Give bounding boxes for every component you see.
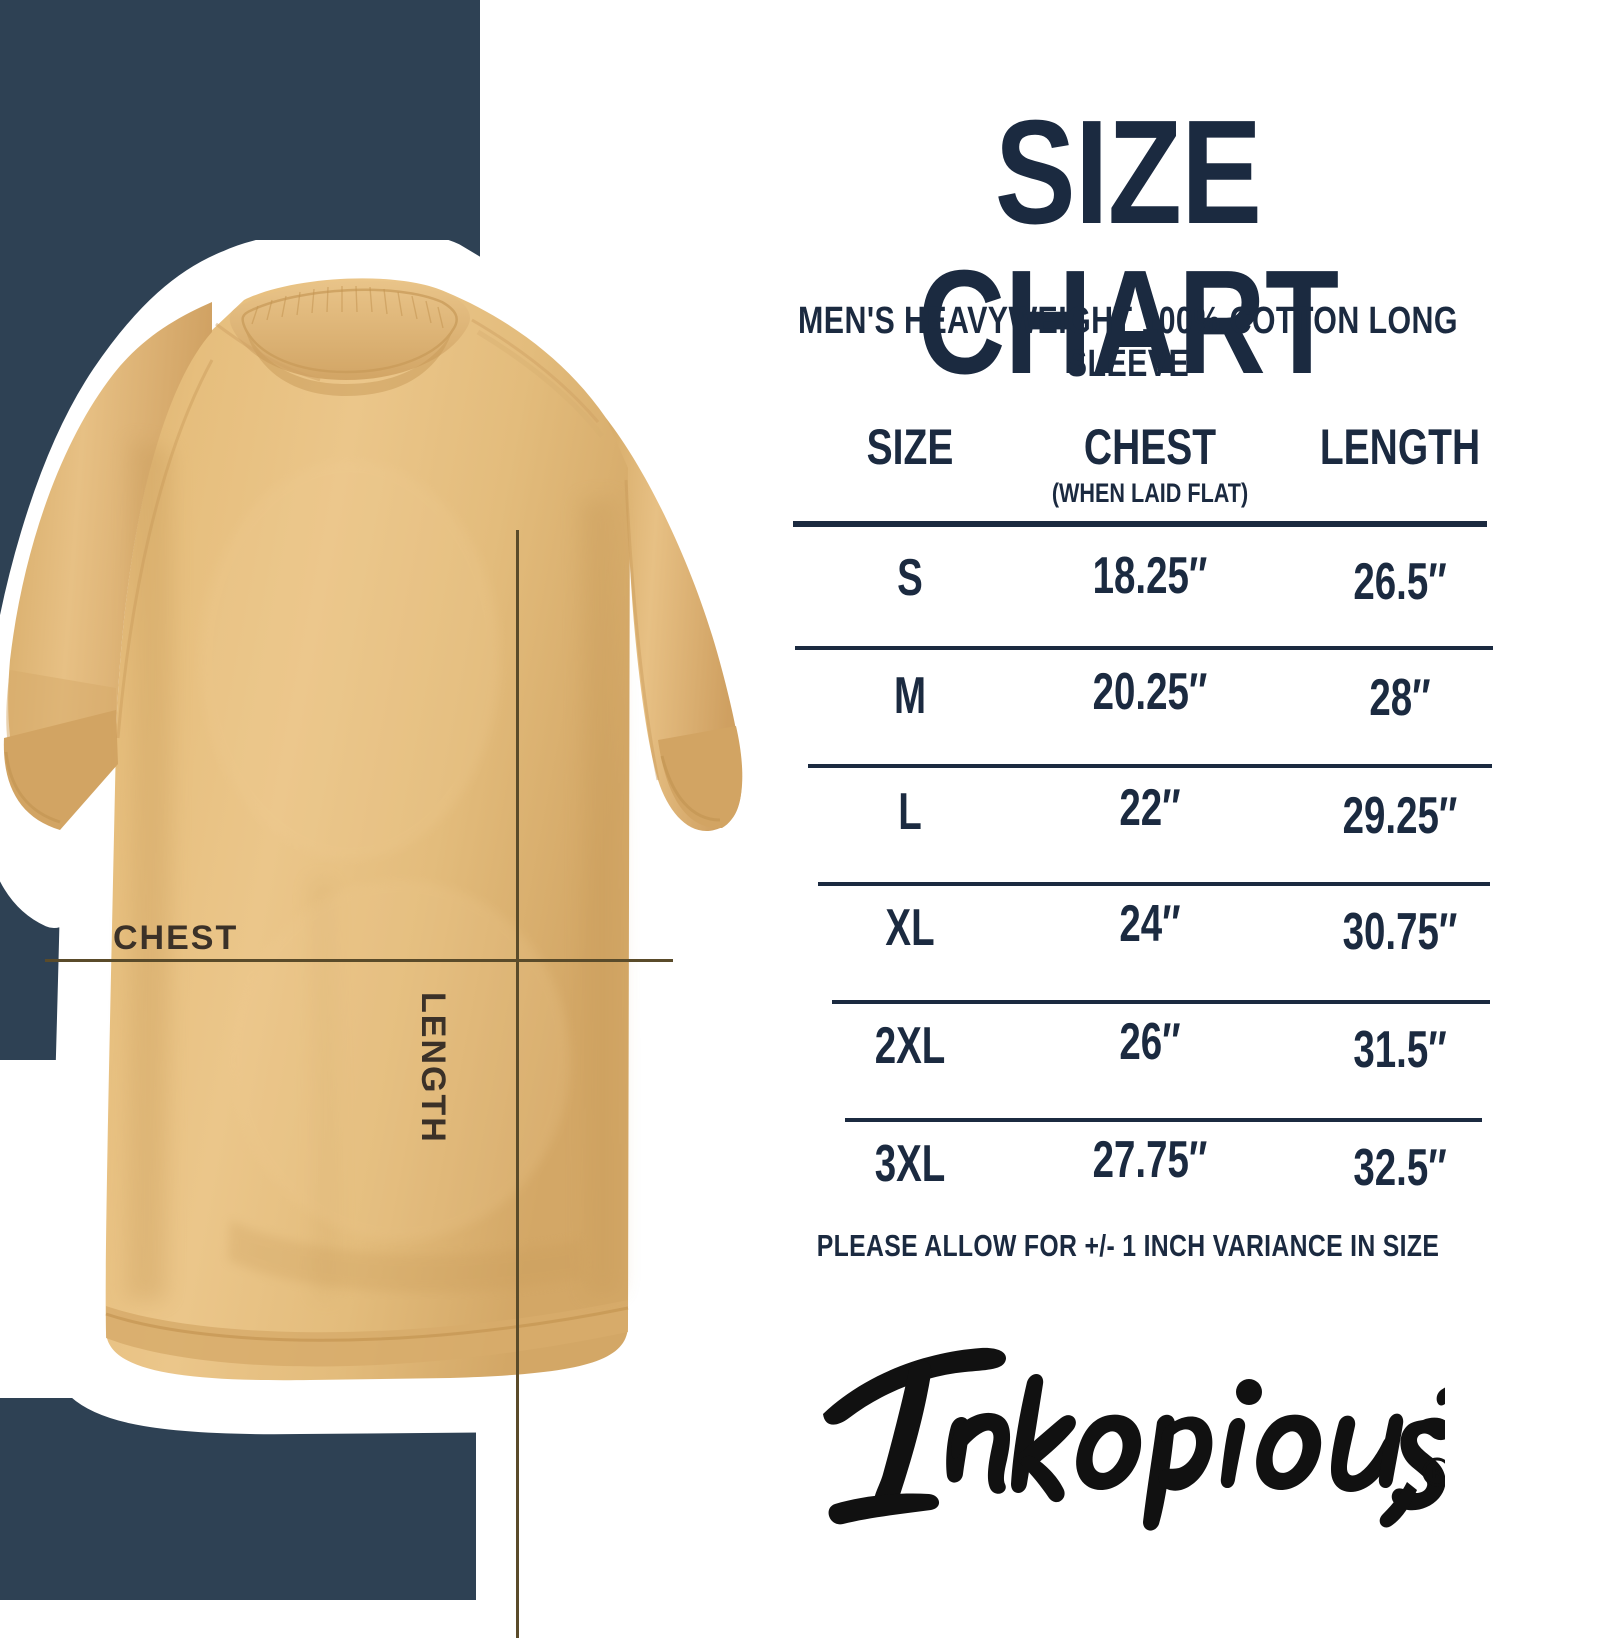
- table-divider: [845, 1118, 1482, 1122]
- table-row: 31.5″: [1353, 1021, 1447, 1079]
- table-row: 18.25″: [1092, 547, 1208, 605]
- table-row: XL: [885, 899, 935, 957]
- table-row: 20.25″: [1092, 663, 1208, 721]
- size-table: SIZE CHEST (WHEN LAID FLAT) LENGTH S 18.…: [700, 0, 1600, 1600]
- shirt-right-sleeve: [606, 418, 742, 832]
- shirt-hem: [106, 1300, 628, 1367]
- brand-logo: R: [805, 1318, 1492, 1533]
- table-row: 28″: [1369, 669, 1431, 727]
- table-header-length: LENGTH: [1319, 419, 1481, 475]
- table-row: M: [893, 667, 927, 725]
- info-panel: SIZE CHART MEN'S HEAVYWEIGHT 100% COTTON…: [700, 0, 1600, 1600]
- page-subtitle: MEN'S HEAVYWEIGHT 100% COTTON LONG SLEEV…: [798, 300, 1458, 385]
- table-divider: [808, 764, 1492, 768]
- table-header-rule: [793, 521, 1487, 527]
- table-row: 29.25″: [1342, 787, 1458, 845]
- shirt-right-cuff: [658, 726, 743, 829]
- svg-text:R: R: [1431, 1464, 1443, 1482]
- table-divider: [818, 882, 1490, 886]
- table-row: 24″: [1119, 895, 1181, 953]
- table-row: 2XL: [874, 1017, 946, 1075]
- table-divider: [795, 646, 1493, 650]
- table-row: 27.75″: [1092, 1131, 1208, 1189]
- table-divider: [832, 1000, 1490, 1004]
- table-row: 3XL: [874, 1135, 946, 1193]
- table-row: 26.5″: [1353, 553, 1447, 611]
- length-measure-line: [516, 530, 519, 1638]
- table-row: L: [898, 783, 922, 841]
- table-row: S: [897, 549, 923, 607]
- inkopious-wordmark-icon: R: [823, 1347, 1492, 1531]
- table-header-size: SIZE: [866, 419, 954, 475]
- page-title: SIZE CHART: [917, 90, 1339, 405]
- chest-measure-label: CHEST: [113, 919, 239, 957]
- variance-note: PLEASE ALLOW FOR +/- 1 INCH VARIANCE IN …: [816, 1228, 1440, 1263]
- chest-measure-line: [45, 959, 673, 962]
- table-header-chest: CHEST: [1083, 419, 1217, 475]
- shirt-collar: [229, 280, 470, 380]
- length-measure-label: LENGTH: [414, 992, 452, 1144]
- table-row: 26″: [1119, 1013, 1181, 1071]
- shirt-left-cuff: [3, 710, 118, 830]
- shirt-svg: [0, 240, 800, 1435]
- table-row: 32.5″: [1353, 1139, 1447, 1197]
- shirt-illustration: CHEST LENGTH: [0, 240, 800, 1638]
- table-row: 30.75″: [1342, 903, 1458, 961]
- table-header-chest-note: (WHEN LAID FLAT): [1051, 478, 1249, 508]
- table-row: 22″: [1119, 779, 1181, 837]
